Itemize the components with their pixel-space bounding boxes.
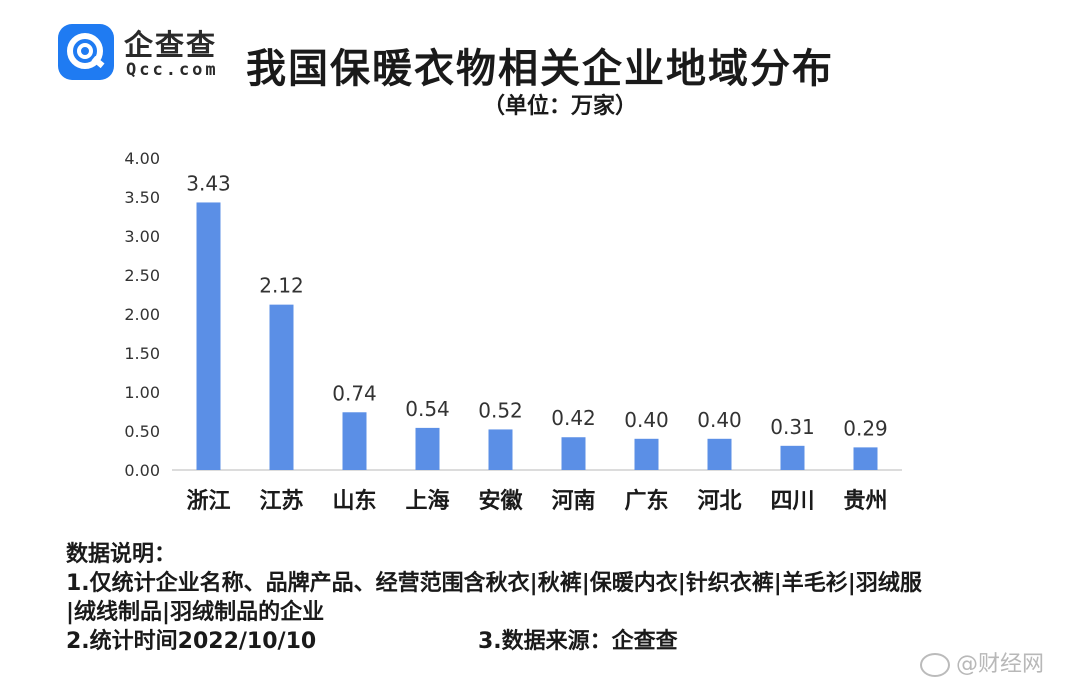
bar — [707, 438, 732, 470]
notes-line-2: 2.统计时间2022/10/10 — [66, 629, 317, 654]
weibo-icon — [920, 653, 950, 677]
x-tick-label: 浙江 — [186, 489, 230, 514]
bar — [488, 429, 513, 470]
notes-line-1-cont: |绒线制品|羽绒制品的企业 — [66, 600, 325, 625]
bar-value-label: 0.52 — [478, 398, 523, 422]
bar — [634, 438, 659, 470]
bar-value-label: 3.43 — [186, 171, 231, 195]
y-tick-label: 1.00 — [124, 383, 160, 402]
bar — [196, 202, 221, 470]
y-tick-label: 0.00 — [124, 461, 160, 480]
bar — [342, 412, 367, 470]
logo-name-cn: 企查查 — [124, 28, 218, 62]
x-tick-label: 贵州 — [843, 489, 887, 514]
y-tick-label: 1.50 — [124, 344, 160, 363]
bar-value-label: 0.31 — [770, 415, 815, 439]
x-tick-label: 山东 — [332, 488, 376, 514]
chart-title: 我国保暖衣物相关企业地域分布 — [246, 46, 834, 92]
bar-value-label: 0.40 — [697, 408, 742, 432]
bar-value-label: 0.42 — [551, 406, 596, 430]
chart-unit: （单位：万家） — [482, 94, 637, 119]
bar-value-label: 2.12 — [259, 274, 304, 298]
data-notes: 数据说明： 1.仅统计企业名称、品牌产品、经营范围含秋衣|秋裤|保暖内衣|针织衣… — [66, 540, 1046, 656]
qcc-logo-icon — [58, 24, 114, 80]
watermark-text: @财经网 — [956, 652, 1045, 677]
bar — [780, 445, 805, 470]
notes-heading: 数据说明： — [66, 542, 177, 567]
bar — [561, 437, 586, 470]
x-tick-label: 河北 — [697, 489, 741, 514]
notes-line-1: 1.仅统计企业名称、品牌产品、经营范围含秋衣|秋裤|保暖内衣|针织衣裤|羊毛衫|… — [66, 571, 922, 596]
x-tick-label: 上海 — [405, 488, 449, 514]
x-tick-label: 河南 — [551, 489, 595, 514]
y-tick-label: 4.00 — [124, 149, 160, 168]
y-tick-label: 3.00 — [124, 227, 160, 246]
bar-value-label: 0.40 — [624, 408, 669, 432]
watermark: @财经网 — [920, 646, 1044, 678]
y-tick-label: 2.50 — [124, 266, 160, 285]
bar — [269, 304, 294, 470]
y-tick-label: 2.00 — [124, 305, 160, 324]
qcc-logo: 企查查 Qcc.com — [58, 22, 234, 82]
bar-chart: 0.00 0.50 1.00 1.50 2.00 2.50 3.00 3.50 4.00 3.43… — [124, 149, 902, 514]
bar — [853, 447, 878, 470]
y-tick-label: 0.50 — [124, 422, 160, 441]
bar-value-label: 0.29 — [843, 416, 888, 440]
y-tick-label: 3.50 — [124, 188, 160, 207]
bar — [415, 427, 440, 470]
bar-value-label: 0.74 — [332, 381, 377, 405]
x-tick-label: 四川 — [770, 489, 814, 514]
bar-value-label: 0.54 — [405, 397, 450, 421]
notes-line-3: 3.数据来源：企查查 — [478, 629, 678, 654]
logo-name-en: Qcc.com — [126, 60, 219, 80]
x-tick-label: 江苏 — [259, 488, 303, 514]
x-tick-label: 安徽 — [478, 488, 523, 514]
x-tick-label: 广东 — [624, 488, 668, 514]
